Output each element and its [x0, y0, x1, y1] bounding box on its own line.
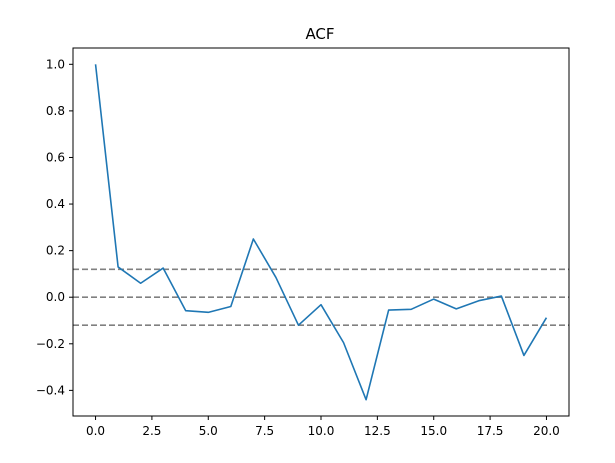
- plot-area: [73, 64, 569, 401]
- y-tick-label: 0.0: [46, 290, 65, 304]
- x-axis: 0.0 2.5 5.0 7.5 10.0 12.5 15.0 17.5 20.0: [86, 416, 560, 438]
- x-tick-label: 20.0: [533, 424, 560, 438]
- y-tick-label: −0.4: [36, 383, 65, 397]
- y-tick-label: 1.0: [46, 57, 65, 71]
- y-tick-label: 0.8: [46, 104, 65, 118]
- x-tick-label: 17.5: [477, 424, 504, 438]
- acf-series-line: [94, 64, 548, 401]
- x-tick-label: 2.5: [142, 424, 161, 438]
- x-tick-label: 12.5: [364, 424, 391, 438]
- y-axis: −0.4 −0.2 0.0 0.2 0.4 0.6 0.8 1.0: [36, 57, 73, 397]
- x-tick-label: 10.0: [308, 424, 335, 438]
- x-tick-label: 0.0: [86, 424, 105, 438]
- x-tick-label: 15.0: [420, 424, 447, 438]
- y-tick-label: 0.6: [46, 150, 65, 164]
- x-tick-label: 7.5: [255, 424, 274, 438]
- y-tick-label: −0.2: [36, 337, 65, 351]
- x-tick-label: 5.0: [199, 424, 218, 438]
- y-tick-label: 0.2: [46, 244, 65, 258]
- axes-frame: [72, 47, 570, 417]
- chart-title: ACF: [305, 25, 334, 43]
- y-tick-label: 0.4: [46, 197, 65, 211]
